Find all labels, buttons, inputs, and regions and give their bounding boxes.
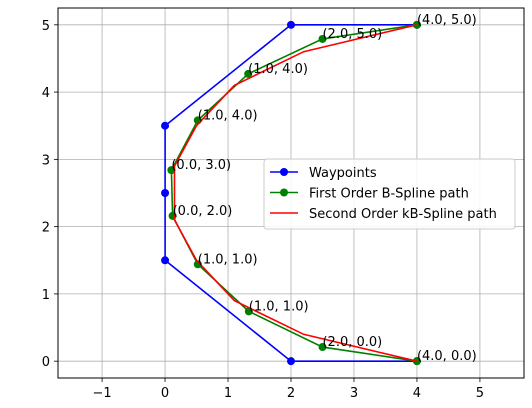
waypoints-point [161, 256, 170, 265]
legend-label-second-order-kb-spline-path: Second Order kB-Spline path [309, 207, 497, 222]
first-order-b-spline-path-point [412, 357, 421, 366]
legend-marker-waypoints [280, 168, 288, 176]
x-tick-label: −1 [92, 386, 111, 401]
x-tick-label: 1 [224, 386, 232, 401]
first-order-b-spline-path-line [170, 24, 418, 362]
legend-label-waypoints: Waypoints [309, 166, 377, 181]
point-annotation: (1.0, 1.0) [249, 299, 309, 314]
point-annotation: (4.0, 5.0) [417, 13, 477, 28]
point-annotation: (0.0, 3.0) [171, 158, 231, 173]
legend-box [263, 158, 516, 230]
y-tick-label: 1 [42, 288, 50, 303]
annotation-layer: (4.0, 0.0) (2.0, 0.0) (1.0, 1.0) (1.0, 1.0)… [171, 13, 476, 364]
series-layer [161, 20, 421, 366]
y-tick-label: 4 [42, 86, 50, 101]
first-order-b-spline-path-point [318, 34, 327, 43]
x-tick-label: 2 [287, 386, 295, 401]
waypoints-point [161, 189, 170, 197]
point-annotation: (4.0, 0.0) [417, 349, 477, 364]
y-tick-label: 3 [42, 153, 50, 168]
first-order-b-spline-path-point [318, 343, 327, 352]
point-annotation: (1.0, 4.0) [248, 62, 308, 77]
first-order-b-spline-path-point [167, 166, 176, 175]
legend-label-first-order-b-spline-path: First Order B-Spline path [309, 187, 469, 202]
point-annotation: (1.0, 1.0) [198, 252, 258, 267]
point-annotation: (2.0, 5.0) [322, 27, 382, 42]
y-tick-label: 2 [42, 221, 50, 236]
second-order-kb-spline-path-line [173, 24, 418, 362]
axis-ticks: −1 0 1 2 3 4 5 0 1 2 3 4 5 [42, 19, 484, 401]
y-tick-label: 5 [42, 19, 50, 34]
x-tick-label: 0 [161, 386, 169, 401]
point-annotation: (2.0, 0.0) [322, 335, 382, 350]
x-tick-label: 4 [413, 386, 421, 401]
first-order-b-spline-path-point [193, 260, 202, 269]
waypoints-point [287, 20, 295, 29]
waypoints-point [161, 121, 170, 130]
x-tick-label: 5 [476, 386, 484, 401]
waypoints-point [287, 357, 295, 366]
legend-marker-first-order-b-spline-path [280, 188, 288, 197]
point-annotation: (1.0, 4.0) [198, 108, 258, 123]
point-annotation: (0.0, 2.0) [173, 204, 233, 219]
first-order-b-spline-path-point [244, 69, 253, 78]
legend: Waypoints First Order B-Spline path Second… [263, 158, 516, 230]
x-tick-label: 3 [350, 386, 358, 401]
first-order-b-spline-path-point [412, 20, 421, 29]
y-tick-label: 0 [42, 355, 50, 370]
